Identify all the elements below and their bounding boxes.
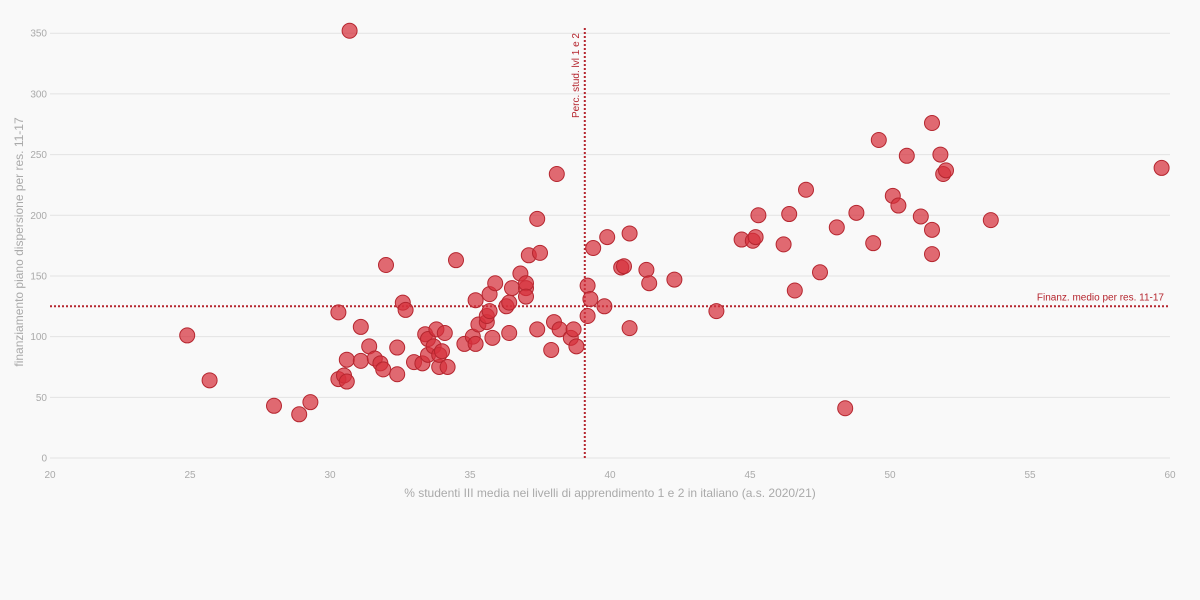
scatter-point bbox=[467, 292, 484, 309]
scatter-point bbox=[982, 212, 999, 229]
x-tick-label: 20 bbox=[44, 470, 56, 481]
horizontal-reference-label: Finanz. medio per res. 11-17 bbox=[1037, 292, 1165, 303]
x-tick-label: 55 bbox=[1024, 470, 1036, 481]
scatter-point bbox=[338, 373, 355, 390]
scatter-point bbox=[302, 394, 319, 411]
axis-ticks: 0 50 100 150 200 250 300 350 20 25 30 35 40 45 50 55 60 bbox=[30, 29, 1176, 481]
scatter-point bbox=[565, 321, 582, 338]
scatter-point bbox=[938, 162, 954, 179]
scatter-point bbox=[924, 115, 940, 132]
scatter-point bbox=[341, 22, 358, 39]
scatter-point bbox=[501, 324, 518, 341]
x-tick-label: 60 bbox=[1164, 470, 1176, 481]
scatter-point bbox=[870, 132, 887, 149]
y-tick-label: 250 bbox=[30, 150, 47, 161]
scatter-point bbox=[621, 320, 638, 337]
y-axis-title: finanziamento piano dispersione per res.… bbox=[12, 117, 26, 367]
y-tick-label: 300 bbox=[30, 89, 47, 100]
scatter-point bbox=[890, 197, 907, 214]
x-tick-label: 30 bbox=[324, 470, 336, 481]
scatter-point bbox=[338, 351, 355, 368]
scatter-point bbox=[582, 291, 599, 308]
scatter-point bbox=[786, 282, 803, 299]
scatter-point bbox=[529, 210, 546, 227]
y-tick-label: 150 bbox=[30, 271, 47, 282]
scatter-point bbox=[568, 338, 585, 355]
scatter-point bbox=[708, 303, 725, 320]
scatter-point bbox=[481, 303, 498, 320]
scatter-point bbox=[641, 275, 658, 292]
scatter-point bbox=[389, 366, 406, 383]
y-tick-label: 50 bbox=[36, 393, 48, 404]
scatter-point bbox=[750, 207, 767, 224]
scatter-point bbox=[179, 327, 196, 344]
x-axis-title: % studenti III media nei livelli di appr… bbox=[404, 486, 816, 500]
scatter-point bbox=[378, 257, 394, 274]
scatter-point bbox=[266, 397, 282, 414]
scatter-point bbox=[621, 225, 638, 242]
scatter-point bbox=[775, 236, 792, 253]
vertical-reference-label: Perc. stud. lvl 1 e 2 bbox=[571, 33, 582, 118]
scatter-point bbox=[599, 229, 616, 246]
scatter-point bbox=[616, 258, 632, 275]
scatter-point bbox=[747, 229, 764, 246]
scatter-point bbox=[436, 324, 453, 341]
x-tick-label: 45 bbox=[744, 470, 756, 481]
y-tick-label: 100 bbox=[30, 332, 47, 343]
scatter-point bbox=[666, 271, 683, 288]
scatter-point bbox=[585, 240, 602, 257]
scatter-point bbox=[518, 288, 534, 305]
scatter-point bbox=[848, 204, 865, 221]
scatter-point bbox=[397, 301, 414, 318]
x-tick-label: 40 bbox=[604, 470, 616, 481]
scatter-point bbox=[781, 206, 798, 223]
scatter-point bbox=[375, 361, 392, 378]
y-tick-label: 350 bbox=[30, 29, 47, 40]
scatter-point bbox=[898, 147, 915, 164]
scatter-point bbox=[543, 341, 560, 358]
grid bbox=[50, 32, 1170, 459]
scatter-point bbox=[201, 372, 218, 389]
data-points bbox=[179, 22, 1170, 423]
scatter-point bbox=[529, 321, 546, 338]
scatter-point bbox=[798, 181, 814, 198]
scatter-point bbox=[932, 146, 949, 163]
scatter-point bbox=[837, 400, 854, 417]
scatter-point bbox=[448, 252, 464, 269]
x-tick-label: 25 bbox=[184, 470, 196, 481]
scatter-point bbox=[912, 208, 929, 225]
scatter-point bbox=[434, 343, 450, 360]
scatter-point bbox=[596, 298, 613, 315]
scatter-point bbox=[638, 261, 655, 278]
scatter-point bbox=[812, 264, 828, 281]
scatter-point bbox=[352, 318, 369, 335]
scatter-point bbox=[504, 280, 520, 297]
x-tick-label: 35 bbox=[464, 470, 476, 481]
scatter-point bbox=[487, 275, 504, 292]
scatter-point bbox=[467, 335, 484, 352]
scatter-point bbox=[330, 304, 347, 321]
scatter-point bbox=[518, 275, 534, 292]
scatter-point bbox=[1153, 159, 1170, 176]
scatter-point bbox=[579, 307, 596, 324]
scatter-point bbox=[532, 244, 548, 261]
scatter-point bbox=[352, 352, 369, 369]
x-tick-label: 50 bbox=[884, 470, 896, 481]
scatter-point bbox=[501, 294, 518, 311]
scatter-point bbox=[439, 358, 456, 375]
scatter-point bbox=[548, 165, 565, 182]
y-tick-label: 0 bbox=[41, 454, 47, 465]
scatter-point bbox=[865, 235, 882, 252]
scatter-point bbox=[924, 246, 940, 263]
scatter-point bbox=[484, 329, 501, 346]
y-tick-label: 200 bbox=[30, 211, 47, 222]
scatter-point bbox=[389, 339, 406, 356]
scatter-point bbox=[291, 406, 308, 423]
scatter-point bbox=[828, 219, 845, 236]
scatter-point bbox=[579, 277, 596, 294]
scatter-point bbox=[924, 221, 940, 238]
